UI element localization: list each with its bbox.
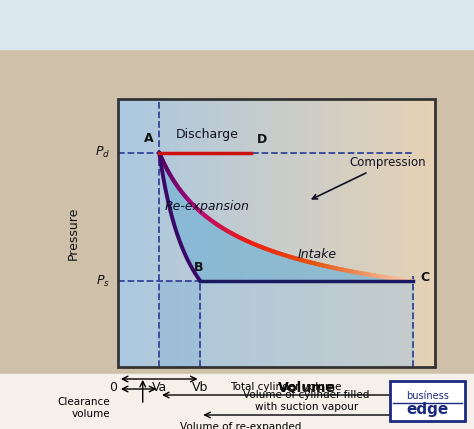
Text: Vb: Vb <box>192 381 209 394</box>
Bar <box>303 99 308 367</box>
Text: Volume of cylinder filled
with suction vapour: Volume of cylinder filled with suction v… <box>244 390 370 412</box>
Text: Clearance
volume: Clearance volume <box>57 397 110 420</box>
Text: Re-expansion: Re-expansion <box>164 200 249 213</box>
Text: B: B <box>194 261 203 274</box>
Text: Compression: Compression <box>312 156 426 199</box>
Bar <box>229 99 234 367</box>
Bar <box>393 99 398 367</box>
Bar <box>398 99 403 367</box>
Text: edge: edge <box>406 402 448 417</box>
Text: Discharge: Discharge <box>175 127 238 141</box>
Bar <box>319 99 324 367</box>
Bar <box>414 99 419 367</box>
Bar <box>266 99 271 367</box>
Bar <box>313 99 319 367</box>
Bar <box>372 99 377 367</box>
Bar <box>350 99 356 367</box>
Bar <box>160 99 165 367</box>
Bar <box>139 99 145 367</box>
Bar <box>324 99 329 367</box>
Text: C: C <box>421 271 430 284</box>
Bar <box>345 99 350 367</box>
Bar <box>192 99 197 367</box>
Bar <box>335 99 340 367</box>
Bar <box>282 99 287 367</box>
Bar <box>276 99 282 367</box>
Bar <box>176 99 182 367</box>
Bar <box>382 99 387 367</box>
Text: Va: Va <box>152 381 167 394</box>
Bar <box>234 99 239 367</box>
Text: Intake: Intake <box>298 248 337 261</box>
Polygon shape <box>159 153 413 281</box>
Bar <box>377 99 382 367</box>
Bar <box>271 99 276 367</box>
Text: Volume: Volume <box>278 381 336 395</box>
Bar <box>182 99 187 367</box>
Bar <box>150 99 155 367</box>
Bar <box>250 99 255 367</box>
Bar <box>239 99 245 367</box>
Bar <box>128 99 134 367</box>
Bar <box>208 99 213 367</box>
Bar <box>287 99 292 367</box>
Bar <box>424 99 430 367</box>
Bar <box>329 99 335 367</box>
Bar <box>403 99 409 367</box>
Bar <box>298 99 303 367</box>
Bar <box>0 374 474 429</box>
Text: $P_s$: $P_s$ <box>96 274 110 289</box>
Bar <box>419 99 424 367</box>
Bar <box>134 99 139 367</box>
Text: Pressure: Pressure <box>66 206 80 260</box>
Text: 0: 0 <box>109 381 117 394</box>
Text: $P_d$: $P_d$ <box>95 145 110 160</box>
Bar <box>255 99 261 367</box>
Bar <box>197 99 202 367</box>
Bar <box>202 99 208 367</box>
Bar <box>308 99 313 367</box>
Bar <box>123 99 128 367</box>
Bar <box>213 99 219 367</box>
Text: Volume of re-expanded
clearance vapour: Volume of re-expanded clearance vapour <box>180 422 301 429</box>
Bar <box>261 99 266 367</box>
Bar <box>118 99 123 367</box>
Bar <box>155 99 160 367</box>
Polygon shape <box>159 281 201 367</box>
Bar <box>219 99 224 367</box>
Bar <box>340 99 345 367</box>
Text: busíness: busíness <box>406 391 449 401</box>
Bar <box>224 99 229 367</box>
Bar <box>118 99 435 367</box>
Bar <box>430 99 435 367</box>
Text: D: D <box>257 133 267 145</box>
Bar <box>409 99 414 367</box>
Bar <box>387 99 393 367</box>
Bar <box>165 99 171 367</box>
Text: A: A <box>145 132 154 145</box>
Bar <box>171 99 176 367</box>
Bar <box>145 99 150 367</box>
Bar <box>187 99 192 367</box>
Bar <box>292 99 298 367</box>
Bar <box>245 99 250 367</box>
Bar <box>356 99 361 367</box>
Text: Total cylinder volume: Total cylinder volume <box>230 382 342 392</box>
Bar <box>390 381 465 421</box>
Bar <box>366 99 372 367</box>
Text: Vc: Vc <box>405 381 420 394</box>
Bar <box>0 0 474 49</box>
Polygon shape <box>201 281 413 367</box>
Bar <box>361 99 366 367</box>
